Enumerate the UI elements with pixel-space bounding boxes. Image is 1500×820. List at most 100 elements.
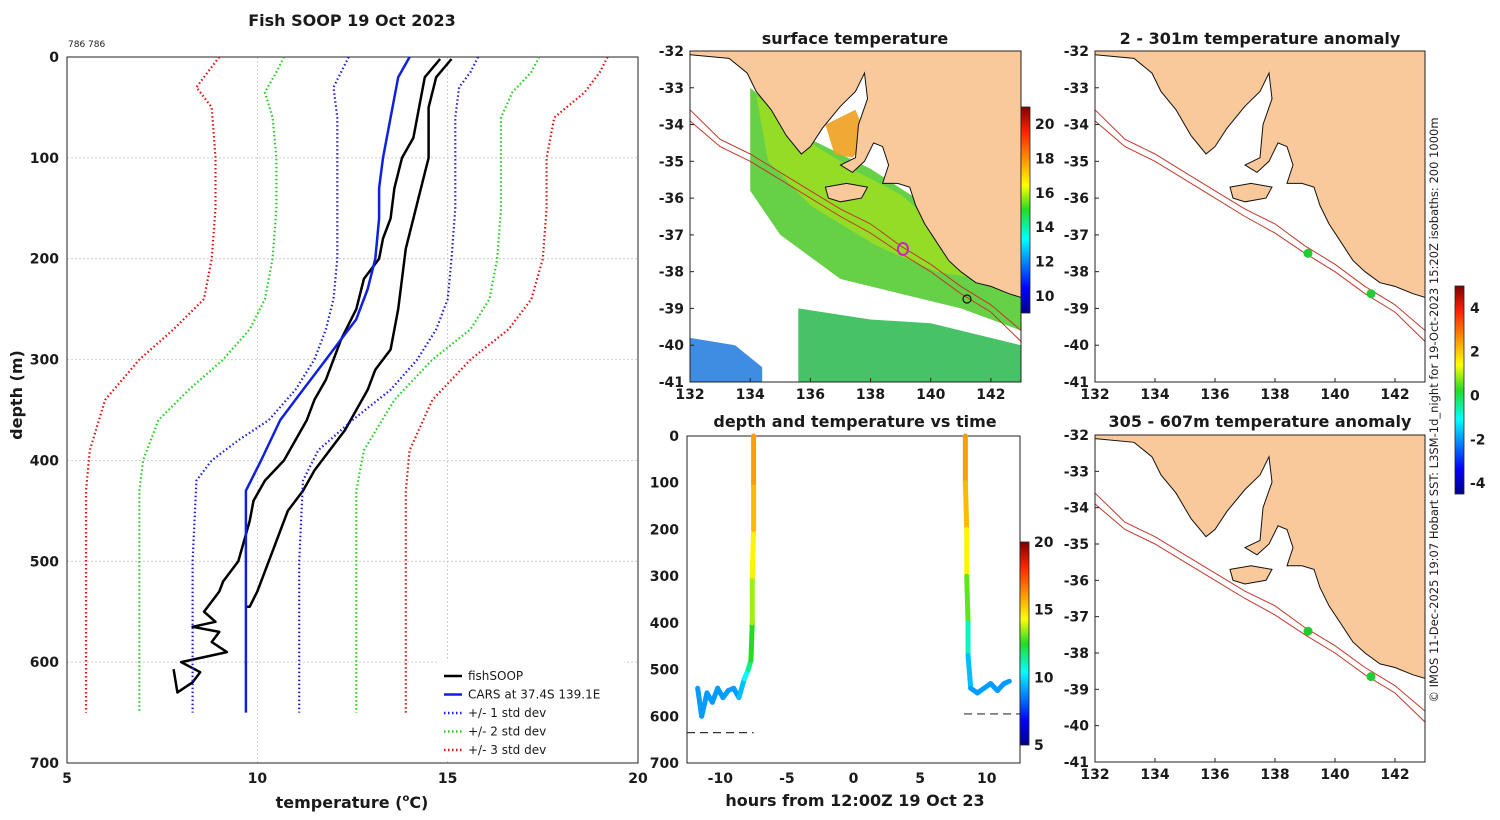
profile-xlabel: temperature (oC) xyxy=(276,793,429,812)
current-position-marker xyxy=(897,242,909,256)
sst-lat-tick: -39 xyxy=(659,301,684,317)
profile-legend: fishSOOP CARS at 37.4S 139.1E +/- 1 std de… xyxy=(437,661,625,759)
anomaly-colorbar-tick: 4 xyxy=(1470,301,1480,317)
profile-grid xyxy=(67,57,638,763)
profile-series--1-std-dev xyxy=(191,56,350,713)
legend-entry: +/- 2 std dev xyxy=(468,725,546,739)
anomaly-shallow-lon-tick: 138 xyxy=(1260,387,1289,403)
sst-lat-tick: -32 xyxy=(659,44,684,60)
profile-title: Fish SOOP 19 Oct 2023 xyxy=(248,11,456,30)
profile-series-fishsoop-b xyxy=(245,58,453,608)
anomaly-shallow-frame xyxy=(1094,50,1426,383)
profile-ytick: 600 xyxy=(30,655,59,671)
depth-time-colorbar-tick: 15 xyxy=(1034,603,1053,619)
anomaly-colorbar-tick: 0 xyxy=(1470,388,1480,404)
anomaly-deep-land xyxy=(1095,435,1425,679)
mainland xyxy=(1095,51,1425,298)
depth-time-ytick: 0 xyxy=(669,429,679,445)
anomaly-deep-lat-tick: -38 xyxy=(1064,646,1089,662)
profile-series-cars-at-37-4s-139-1e xyxy=(244,56,411,713)
profile-ytick: 700 xyxy=(30,756,59,772)
anomaly-deep-lon-tick: 134 xyxy=(1140,767,1169,783)
sst-lat-tick: -37 xyxy=(659,228,684,244)
station-marker xyxy=(1303,248,1313,258)
sst-colorbar-tick: 14 xyxy=(1035,220,1055,236)
sst-lon-tick: 140 xyxy=(916,387,945,403)
anomaly-shallow-lon-tick: 142 xyxy=(1380,387,1409,403)
anomaly-shallow-stations xyxy=(1303,248,1376,299)
sst-lon-tick: 142 xyxy=(976,387,1005,403)
sst-patch xyxy=(690,337,763,382)
anomaly-shallow-lat-tick: -34 xyxy=(1064,118,1090,134)
profile-series--2-std-dev-hi xyxy=(355,56,540,713)
sst-lat-tick: -41 xyxy=(659,375,684,391)
anomaly-deep-lat-tick: -40 xyxy=(1064,719,1090,735)
anomaly-shallow-lat-tick: -39 xyxy=(1064,301,1089,317)
depth-time-segment xyxy=(1001,678,1012,687)
anomaly-deep-lon-tick: 140 xyxy=(1320,767,1349,783)
anomaly-deep-lon-tick: 138 xyxy=(1260,767,1289,783)
anomaly-shallow-lon-tick: 140 xyxy=(1320,387,1349,403)
sst-title: surface temperature xyxy=(762,29,949,48)
station-marker xyxy=(1366,672,1376,682)
anomaly-shallow-lat-tick: -38 xyxy=(1064,265,1089,281)
anomaly-shallow-lon-tick: 134 xyxy=(1140,387,1169,403)
footnote-count: 786 786 xyxy=(68,40,105,50)
anomaly-deep-lon-tick: 136 xyxy=(1200,767,1229,783)
anomaly-colorbar-tick: -4 xyxy=(1470,476,1486,492)
sst-lon-tick: 132 xyxy=(675,387,704,403)
profile-ytick: 100 xyxy=(30,151,59,167)
profile-series--2-std-dev xyxy=(138,56,285,713)
sst-lon-tick: 138 xyxy=(856,387,885,403)
anomaly-shallow-lon-tick: 136 xyxy=(1200,387,1229,403)
depth-time-xlabel: hours from 12:00Z 19 Oct 23 xyxy=(725,791,984,810)
sst-patch xyxy=(798,308,1021,382)
anomaly-deep-lon-tick: 142 xyxy=(1380,767,1409,783)
depth-time-segment xyxy=(749,526,757,579)
profile-lines xyxy=(84,56,609,713)
profile-xtick: 10 xyxy=(248,771,268,787)
sst-isobaths xyxy=(690,109,1021,342)
profile-ylabel: depth (m) xyxy=(7,350,26,440)
station-marker xyxy=(1366,289,1376,299)
anomaly-deep-lat-tick: -35 xyxy=(1064,537,1089,553)
depth-time-colorbar-tick: 20 xyxy=(1034,535,1054,551)
profile-axes-frame xyxy=(66,56,639,764)
anomaly-deep-stations xyxy=(1303,626,1376,682)
depth-time-colorbar-ticks: 5 10 15 20 xyxy=(1034,535,1054,754)
anomaly-deep-lat-tick: -33 xyxy=(1064,464,1089,480)
sst-lat-tick: -36 xyxy=(659,191,684,207)
sst-lat-tick: -34 xyxy=(659,118,685,134)
depth-time-xtick: -5 xyxy=(779,771,795,787)
isobath-1000m xyxy=(690,120,1021,342)
depth-time-segment xyxy=(748,620,755,663)
sst-colorbar-tick: 12 xyxy=(1035,255,1054,271)
depth-time-xtick: -10 xyxy=(708,771,734,787)
kangaroo-island xyxy=(1229,565,1273,585)
sst-ticks: 132 134 136 138 140 142 -32 -33 -34 -35 -36 -37 -38 -… xyxy=(659,44,1006,403)
anomaly-deep-ticks: 132 134 136 138 140 142 -32 -33 -34 -35 -36 -37 -38 -… xyxy=(1064,428,1410,783)
profile-series--1-std-dev-hi xyxy=(298,56,480,713)
surface-temperature-map: surface temperature 132 134 136 138 140 142 -3… xyxy=(659,29,1055,403)
mainland xyxy=(1095,435,1425,679)
depth-time-segment xyxy=(965,653,974,691)
anomaly-map-deep: 305 - 607m temperature anomaly 132 134 136… xyxy=(1064,412,1426,783)
depth-time-segment xyxy=(964,573,971,626)
profile-series-fishsoop xyxy=(172,58,442,694)
depth-time-segment xyxy=(736,676,747,701)
anomaly-shallow-lat-tick: -35 xyxy=(1064,154,1089,170)
anomaly-deep-lat-tick: -34 xyxy=(1064,501,1090,517)
anomaly-colorbar xyxy=(1454,285,1465,495)
profile-ytick: 300 xyxy=(30,353,59,369)
anomaly-deep-lon-tick: 132 xyxy=(1080,767,1109,783)
depth-time-ytick: 500 xyxy=(650,663,679,679)
anomaly-colorbar-tick: 2 xyxy=(1470,345,1480,361)
depth-time-colorbar xyxy=(1019,541,1030,746)
profile-xtick: 15 xyxy=(438,771,457,787)
anomaly-deep-frame xyxy=(1094,434,1426,763)
sst-colorbar xyxy=(1020,106,1031,314)
sst-colorbar-tick: 18 xyxy=(1035,152,1054,168)
